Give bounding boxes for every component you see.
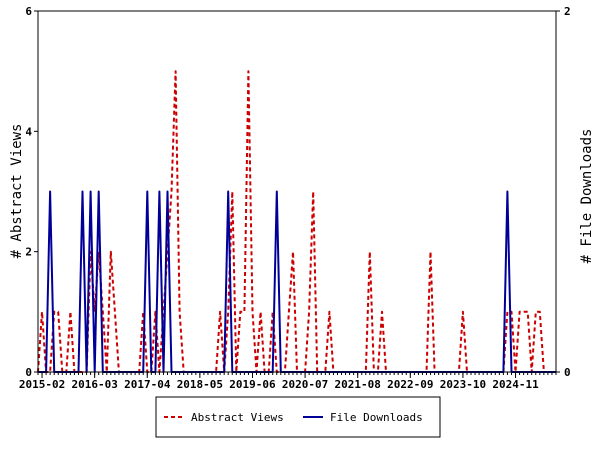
- y-left-tick-label: 6: [25, 5, 32, 18]
- legend: Abstract Views File Downloads: [155, 396, 441, 438]
- x-tick-label: 2023-10: [440, 378, 486, 391]
- legend-box: [155, 396, 441, 438]
- x-tick-label: 2015-02: [19, 378, 65, 391]
- x-tick-label: 2016-03: [71, 378, 117, 391]
- y-left-tick-label: 2: [25, 246, 32, 259]
- x-tick-label: 2017-04: [124, 378, 171, 391]
- x-tick-label: 2020-07: [282, 378, 328, 391]
- y-right-tick-label: 0: [564, 366, 571, 379]
- y-right-tick-label: 2: [564, 5, 571, 18]
- y-axis-title-right: # File Downloads: [579, 129, 595, 264]
- x-tick-label: 2022-09: [387, 378, 433, 391]
- x-tick-label: 2024-11: [492, 378, 539, 391]
- axis-layer: 0 2 4 6 0 2 2015-02 2016-03 2017-04 2018-05 2019-0…: [19, 5, 571, 391]
- y-axis-title-left: # Abstract Views: [9, 124, 25, 259]
- legend-label-file-downloads: File Downloads: [330, 411, 423, 424]
- y-left-tick-label: 0: [25, 366, 32, 379]
- x-tick-label: 2018-05: [177, 378, 223, 391]
- x-tick-label: 2021-08: [335, 378, 381, 391]
- x-tick-label: 2019-06: [229, 378, 276, 391]
- legend-label-abstract-views: Abstract Views: [191, 411, 284, 424]
- y-left-tick-label: 4: [25, 125, 32, 138]
